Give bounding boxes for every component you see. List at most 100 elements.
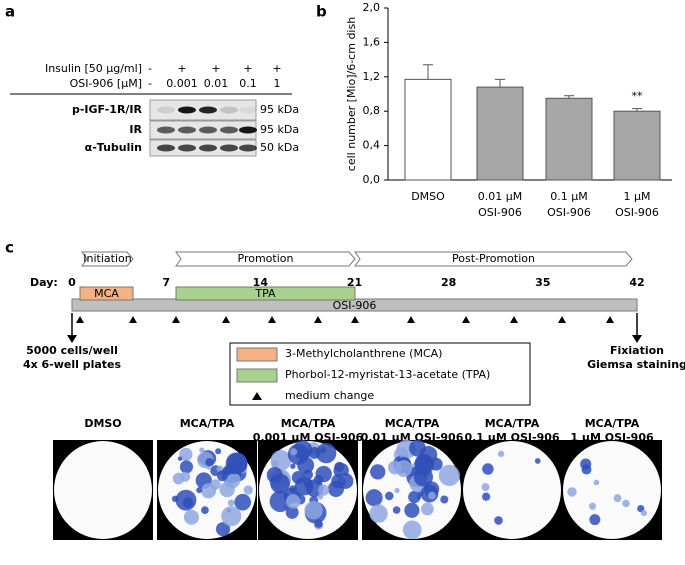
treatment-label: OSI-906	[333, 299, 377, 312]
colony	[179, 460, 194, 474]
band	[220, 144, 238, 152]
plate-label: DMSO	[84, 417, 121, 430]
plate-label: MCA/TPA	[385, 417, 440, 430]
colony	[613, 494, 622, 503]
medium-change	[129, 316, 137, 323]
plate	[463, 441, 561, 539]
colony	[428, 491, 436, 500]
colony	[269, 490, 291, 513]
band-size: 95 kDa	[260, 123, 299, 136]
colony	[285, 505, 299, 519]
colony	[226, 463, 237, 475]
plate	[563, 441, 661, 539]
treatment-level: 1	[274, 77, 281, 90]
colony	[588, 502, 597, 510]
band	[199, 144, 217, 152]
x-tick-label: 0.1 µM	[550, 190, 587, 203]
legend-swatch	[252, 392, 262, 400]
colony	[413, 467, 434, 487]
band	[178, 144, 196, 152]
colony	[414, 453, 433, 473]
colony	[640, 509, 648, 517]
day-tick: 35	[535, 276, 550, 289]
panel-label: a	[5, 3, 15, 21]
colony	[179, 447, 193, 462]
phase-arrow	[81, 251, 134, 267]
colony	[182, 497, 194, 509]
panel-label: b	[316, 3, 327, 21]
x-tick-label: OSI-906	[478, 206, 522, 219]
treatment-level: +	[177, 62, 186, 75]
day-tick: 21	[347, 276, 362, 289]
day-tick: 28	[441, 276, 456, 289]
colony	[481, 492, 491, 501]
colony	[317, 494, 324, 500]
day-tick: 0	[68, 276, 76, 289]
colony	[370, 464, 386, 480]
colony	[285, 494, 301, 509]
y-tick-label: 1,2	[363, 70, 381, 83]
bar	[404, 78, 452, 181]
x-tick-label: 0.01 µM	[478, 190, 522, 203]
band-label: IR	[129, 123, 142, 136]
colony	[534, 458, 541, 464]
colony	[221, 506, 242, 527]
colony	[593, 479, 600, 486]
colony	[205, 458, 214, 467]
treatment-level: +	[243, 62, 252, 75]
band	[157, 144, 175, 152]
colony	[494, 516, 503, 525]
colony	[334, 461, 345, 472]
colony	[271, 460, 279, 469]
colony	[201, 506, 209, 515]
colony	[408, 490, 421, 504]
legend-swatch	[236, 368, 278, 383]
colony	[384, 491, 394, 501]
y-tick-label: 0,8	[363, 104, 381, 117]
phase-label: Initiation	[83, 252, 131, 265]
colony	[421, 502, 434, 516]
treatment-label: TPA	[254, 287, 276, 300]
colony	[199, 447, 205, 453]
colony	[440, 495, 449, 504]
day-label: Day:	[30, 276, 58, 289]
band	[239, 126, 257, 134]
medium-change	[314, 316, 322, 323]
colony	[196, 487, 203, 494]
colony	[215, 522, 231, 537]
band-size: 50 kDa	[260, 141, 299, 154]
phase-label: Promotion	[238, 252, 294, 265]
legend-label: Phorbol-12-myristat-13-acetate (TPA)	[285, 368, 490, 381]
treatment-level: -	[148, 77, 152, 90]
y-tick-label: 2,0	[363, 1, 381, 14]
colony	[243, 485, 253, 495]
y-tick-label: 0,0	[363, 173, 381, 186]
plate-label: MCA/TPA	[180, 417, 235, 430]
phase-label: Post-Promotion	[452, 252, 535, 265]
colony	[481, 483, 490, 492]
treatment-label: OSI-906 [µM]	[70, 77, 142, 90]
x-tick-label: OSI-906	[615, 206, 659, 219]
treatment-level: 0.1	[239, 77, 257, 90]
colony	[177, 456, 183, 461]
band	[199, 106, 217, 114]
medium-change	[222, 316, 230, 323]
day-tick: 42	[629, 276, 644, 289]
colony	[270, 473, 290, 494]
phase-arrow	[175, 251, 356, 267]
colony	[318, 484, 330, 496]
treatment-bar	[175, 286, 356, 301]
colony	[200, 483, 217, 499]
colony	[287, 443, 310, 465]
bar	[613, 110, 661, 181]
medium-change	[351, 316, 359, 323]
treatment-level: +	[211, 62, 220, 75]
colony	[369, 504, 388, 523]
band	[157, 126, 175, 134]
band	[239, 144, 257, 152]
colony	[394, 487, 400, 494]
y-tick-label: 1,6	[363, 35, 381, 48]
start-note: 5000 cells/well	[26, 344, 118, 357]
colony	[438, 464, 460, 487]
